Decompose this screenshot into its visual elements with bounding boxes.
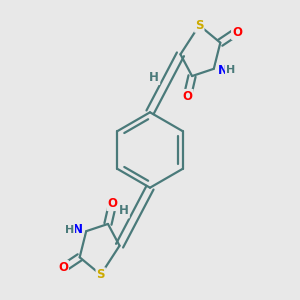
- Text: O: O: [58, 261, 68, 274]
- Text: H: H: [149, 71, 159, 84]
- Text: N: N: [73, 223, 82, 236]
- Text: O: O: [183, 90, 193, 103]
- Text: S: S: [195, 19, 203, 32]
- Text: S: S: [97, 268, 105, 281]
- Text: O: O: [107, 197, 117, 210]
- Text: O: O: [232, 26, 242, 39]
- Text: N: N: [218, 64, 227, 77]
- Text: H: H: [119, 205, 129, 218]
- Text: H: H: [226, 65, 235, 75]
- Text: H: H: [65, 225, 74, 235]
